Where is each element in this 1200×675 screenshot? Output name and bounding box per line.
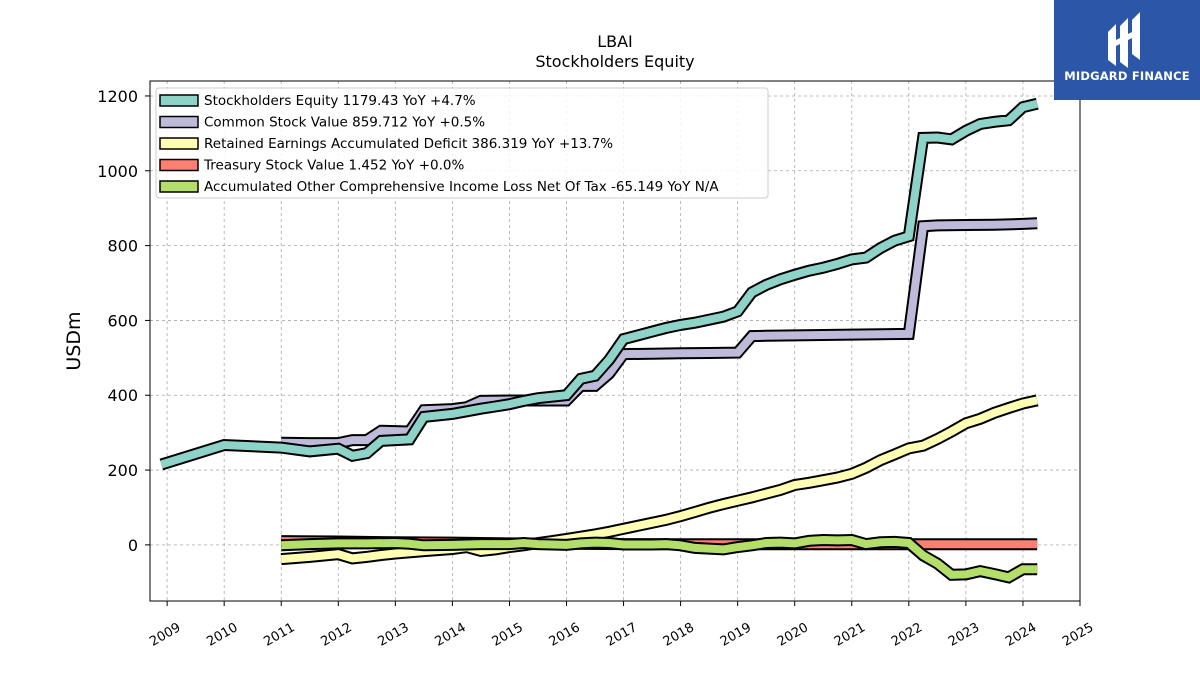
x-tick-label: 2009 [147,620,183,650]
legend-swatch [159,94,199,107]
chart-title: LBAI [597,32,633,51]
x-tick-label: 2025 [1060,620,1096,650]
legend-entry: Accumulated Other Comprehensive Income L… [204,179,719,195]
y-axis-label: USDm [63,311,85,370]
x-tick-label: 2012 [318,620,354,650]
series-line [280,396,1039,564]
chart-subtitle: Stockholders Equity [535,52,694,71]
plot-frame [149,80,1081,602]
y-tick-label: 600 [107,311,138,330]
midgard-logo-icon [1108,12,1140,68]
series-line [281,219,1038,448]
x-tick-label: 2022 [889,620,925,650]
y-tick-label: 200 [107,461,138,480]
x-tick-label: 2016 [547,620,583,650]
y-tick-label: 1200 [97,87,138,106]
x-tick-label: 2011 [261,620,297,650]
legend-entry: Common Stock Value 859.712 YoY +0.5% [204,115,485,131]
x-tick-label: 2018 [661,620,697,650]
x-tick-label: 2010 [204,620,240,650]
legend-swatch [159,115,199,129]
brand-name: MIDGARD FINANCE [1064,69,1190,83]
series-line [160,99,1039,469]
x-tick-label: 2013 [376,620,412,650]
brand-logo: MIDGARD FINANCE [1054,0,1200,100]
y-tick-label: 0 [128,536,138,555]
series-layer [159,97,1039,584]
x-tick-label: 2019 [718,620,754,650]
x-tick-label: 2021 [832,620,868,650]
legend-swatch [159,158,199,172]
x-tick-label: 2024 [1003,620,1039,650]
x-tick-label: 2023 [946,620,982,650]
legend-box [155,87,769,199]
y-tick-label: 800 [107,237,138,256]
legend-swatch [159,137,199,150]
x-tick-label: 2015 [490,620,526,650]
legend-entry: Retained Earnings Accumulated Deficit 38… [204,136,613,152]
x-tick-label: 2020 [775,620,811,650]
legend-entry: Treasury Stock Value 1.452 YoY +0.0% [203,158,465,174]
legend-swatch [159,180,199,193]
series-line-outline [280,394,1039,566]
legend-entry: Stockholders Equity 1179.43 YoY +4.7% [204,93,476,109]
y-tick-label: 400 [107,386,138,405]
series-line [281,535,1038,582]
x-tick-label: 2014 [433,620,469,650]
x-tick-label: 2017 [604,620,640,650]
y-tick-label: 1000 [97,162,138,181]
chart-legend: Stockholders Equity 1179.43 YoY +4.7% Com… [155,87,769,199]
